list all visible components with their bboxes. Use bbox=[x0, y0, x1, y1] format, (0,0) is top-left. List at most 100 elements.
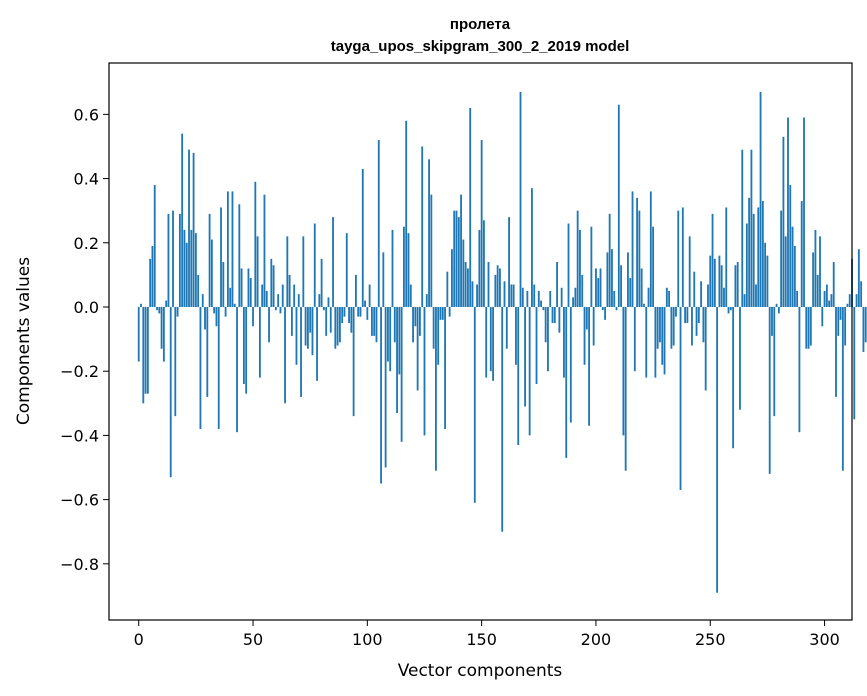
bar-286 bbox=[791, 226, 794, 307]
bar-139 bbox=[455, 210, 458, 307]
bar-130 bbox=[435, 306, 437, 471]
x-axis-label: Vector components bbox=[398, 661, 563, 681]
bar-226 bbox=[654, 306, 657, 378]
bar-98 bbox=[361, 168, 364, 307]
bar-40 bbox=[229, 287, 232, 307]
bar-189 bbox=[569, 306, 572, 423]
bar-17 bbox=[176, 306, 179, 317]
bar-9 bbox=[158, 306, 161, 314]
bar-311 bbox=[848, 294, 851, 307]
bar-159 bbox=[501, 306, 504, 532]
x-axis-ticks: 0 50 100 150 200 250 300 bbox=[134, 620, 840, 649]
bar-180 bbox=[549, 290, 552, 307]
bar-79 bbox=[318, 294, 321, 307]
bar-35 bbox=[217, 306, 220, 429]
bar-303 bbox=[830, 294, 833, 307]
bar-23 bbox=[190, 229, 193, 307]
bar-261 bbox=[734, 265, 737, 307]
bar-95 bbox=[354, 274, 357, 307]
bar-29 bbox=[204, 306, 206, 330]
bar-54 bbox=[261, 284, 264, 307]
bar-105 bbox=[377, 140, 380, 307]
bar-144 bbox=[467, 268, 469, 307]
bar-133 bbox=[441, 306, 444, 320]
bar-112 bbox=[393, 306, 396, 343]
bar-146 bbox=[471, 281, 474, 307]
bar-260 bbox=[732, 306, 735, 449]
bar-134 bbox=[444, 306, 446, 429]
bar-121 bbox=[414, 306, 417, 327]
bar-194 bbox=[581, 274, 584, 307]
bar-268 bbox=[750, 149, 753, 307]
bar-48 bbox=[247, 268, 250, 307]
bar-58 bbox=[270, 258, 273, 307]
bar-116 bbox=[403, 226, 405, 307]
bar-282 bbox=[782, 136, 785, 307]
bar-318 bbox=[864, 306, 867, 343]
bar-301 bbox=[825, 284, 828, 307]
bar-106 bbox=[380, 306, 382, 484]
bar-73 bbox=[304, 306, 307, 346]
bar-176 bbox=[540, 300, 542, 307]
y-tick-label: −0.4 bbox=[60, 426, 99, 445]
bar-217 bbox=[633, 306, 636, 372]
bar-245 bbox=[697, 306, 700, 324]
bar-152 bbox=[485, 306, 488, 378]
bar-36 bbox=[220, 207, 222, 307]
bar-123 bbox=[419, 306, 421, 336]
bar-250 bbox=[709, 255, 712, 307]
bar-126 bbox=[425, 294, 428, 307]
bar-219 bbox=[638, 210, 641, 307]
bar-157 bbox=[496, 265, 499, 307]
bar-153 bbox=[487, 262, 490, 307]
bar-177 bbox=[542, 306, 545, 311]
bar-313 bbox=[853, 306, 856, 420]
bar-255 bbox=[720, 265, 723, 307]
bar-87 bbox=[336, 306, 339, 346]
bar-174 bbox=[535, 306, 538, 385]
bar-314 bbox=[855, 294, 858, 307]
bar-57 bbox=[268, 306, 270, 343]
bar-278 bbox=[773, 306, 776, 417]
bar-296 bbox=[814, 229, 817, 307]
bar-181 bbox=[551, 306, 554, 324]
bar-187 bbox=[565, 306, 568, 458]
bar-8 bbox=[156, 306, 158, 311]
bar-76 bbox=[311, 306, 314, 356]
bar-145 bbox=[469, 107, 472, 307]
bar-66 bbox=[288, 274, 291, 307]
bar-188 bbox=[567, 223, 570, 307]
bar-186 bbox=[563, 306, 565, 378]
bar-205 bbox=[606, 252, 609, 307]
bar-43 bbox=[236, 306, 238, 433]
y-tick-label: −0.8 bbox=[60, 555, 99, 574]
bar-135 bbox=[446, 271, 449, 307]
bar-55 bbox=[263, 194, 266, 307]
bar-247 bbox=[702, 306, 705, 343]
bar-192 bbox=[576, 210, 579, 307]
bar-279 bbox=[775, 303, 778, 307]
x-tick-label: 300 bbox=[809, 630, 840, 649]
bar-83 bbox=[327, 297, 330, 307]
bar-59 bbox=[272, 265, 275, 307]
x-tick-label: 150 bbox=[466, 630, 497, 649]
bar-45 bbox=[240, 268, 243, 307]
bar-113 bbox=[396, 306, 398, 413]
bar-272 bbox=[759, 91, 762, 307]
bar-267 bbox=[748, 197, 751, 307]
bar-225 bbox=[652, 226, 655, 307]
x-tick-label: 0 bbox=[134, 630, 144, 649]
bar-274 bbox=[764, 242, 767, 307]
y-tick-label: 0.0 bbox=[74, 298, 99, 317]
bar-248 bbox=[704, 306, 707, 391]
bar-237 bbox=[679, 306, 682, 490]
bar-39 bbox=[226, 191, 229, 307]
bar-65 bbox=[286, 236, 289, 307]
bar-15 bbox=[172, 210, 174, 307]
bar-284 bbox=[787, 117, 789, 307]
bar-292 bbox=[805, 306, 808, 349]
bar-125 bbox=[423, 306, 426, 436]
bar-10 bbox=[160, 306, 163, 349]
bar-33 bbox=[213, 306, 216, 314]
x-tick-label: 50 bbox=[243, 630, 263, 649]
